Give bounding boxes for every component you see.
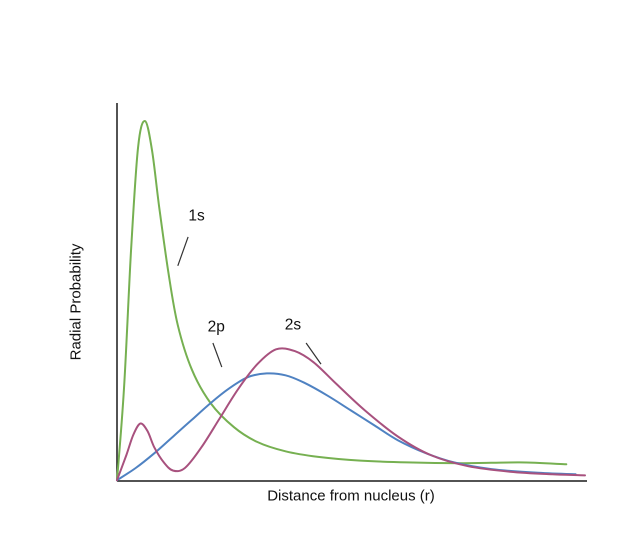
curve-label-2s: 2s bbox=[284, 316, 302, 334]
series-2p bbox=[116, 372, 577, 482]
annotation-line-1s bbox=[177, 236, 189, 267]
annotation-line-2s bbox=[305, 342, 322, 365]
annotation-line-2p bbox=[212, 342, 223, 368]
x-axis-label: Distance from nucleus (r) bbox=[267, 487, 435, 505]
series-1s bbox=[116, 120, 568, 482]
curve-label-2p: 2p bbox=[207, 318, 225, 336]
curve-label-1s: 1s bbox=[188, 206, 205, 224]
series-2s bbox=[116, 347, 586, 482]
y-axis-label: Radial Probability bbox=[67, 243, 85, 361]
